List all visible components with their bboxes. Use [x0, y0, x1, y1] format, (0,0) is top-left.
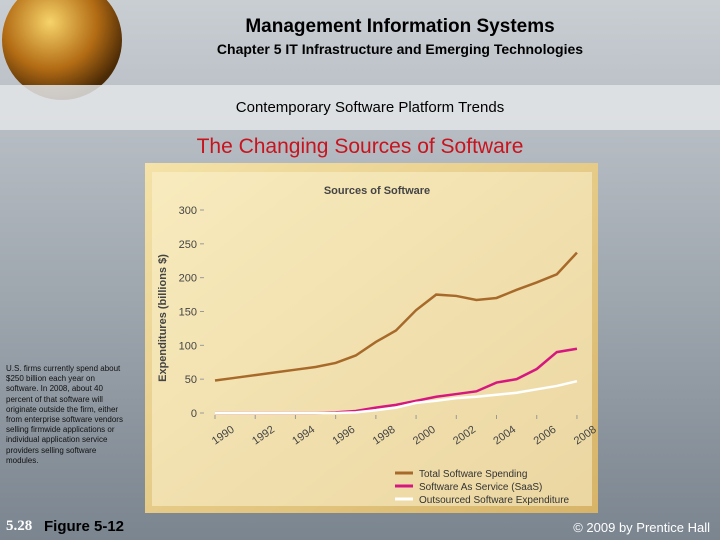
globe — [2, 0, 122, 100]
chart-inner — [152, 172, 592, 506]
band — [0, 85, 720, 130]
x-tick-label: 2008 — [572, 424, 599, 448]
heading: The Changing Sources of Software — [196, 135, 524, 158]
title: Management Information Systems — [245, 16, 555, 37]
subtitle: Chapter 5 IT Infrastructure and Emerging… — [216, 41, 584, 57]
series-line — [215, 347, 578, 415]
y-tick-label: 250 — [179, 239, 197, 251]
figure-label: Figure 5-12 — [44, 518, 125, 535]
section: Contemporary Software Platform Trends — [235, 99, 505, 116]
x-tick-label: 1996 — [330, 424, 357, 448]
x-tick-label: 1990 — [210, 424, 237, 448]
copyright: © 2009 by Prentice Hall — [573, 520, 710, 535]
chart-title: Sources of Software — [324, 185, 430, 197]
series-line — [215, 379, 578, 415]
x-tick-label: 2000 — [411, 424, 438, 448]
y-tick-label: 200 — [179, 273, 197, 285]
legend-label: Software As Service (SaaS) — [419, 482, 542, 493]
x-tick-label: 2006 — [532, 424, 559, 448]
legend-label: Outsourced Software Expenditure — [419, 495, 570, 506]
y-axis-label: Expenditures (billions $) — [157, 254, 169, 382]
series-line — [214, 251, 578, 382]
legend-label: Total Software Spending — [419, 469, 527, 480]
x-tick-label: 2002 — [451, 424, 478, 448]
x-tick-label: 2004 — [491, 424, 518, 448]
y-tick-label: 150 — [179, 307, 197, 319]
x-tick-label: 1998 — [371, 424, 398, 448]
y-tick-label: 300 — [179, 205, 197, 217]
y-tick-label: 100 — [179, 340, 197, 352]
x-tick-label: 1992 — [250, 424, 277, 448]
x-tick-label: 1994 — [290, 424, 317, 448]
sidebar-text: U.S. firms currently spend about $250 bi… — [6, 364, 123, 465]
y-tick-label: 50 — [185, 374, 197, 386]
slide-number: 5.28 — [6, 518, 33, 534]
y-tick-label: 0 — [191, 408, 197, 420]
